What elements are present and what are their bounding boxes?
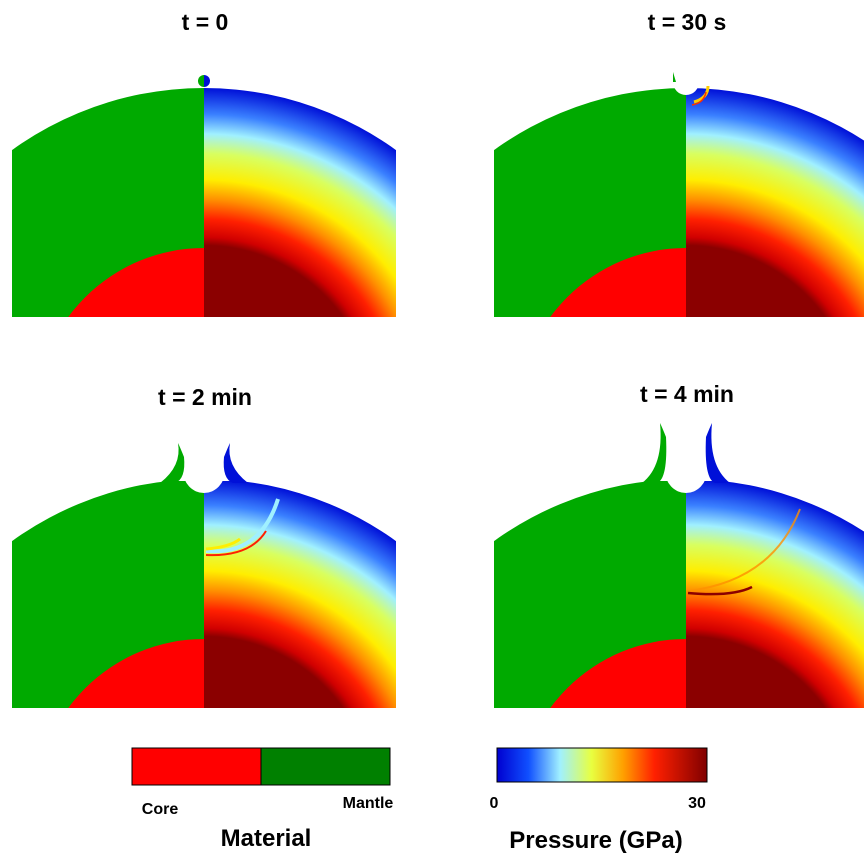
pressure-field	[204, 479, 396, 708]
shock-arc	[687, 508, 801, 592]
pressure-min-label: 0	[490, 795, 499, 812]
panel-title: t = 0	[182, 9, 229, 35]
core-region	[68, 248, 204, 317]
simulation-panel	[494, 60, 864, 317]
panel-title: t = 2 min	[158, 384, 252, 410]
core-region	[550, 248, 686, 317]
impactor-left	[198, 75, 204, 87]
pressure-region	[204, 479, 396, 708]
core-swatch	[131, 747, 262, 786]
planet	[12, 88, 396, 317]
shock-arc	[205, 498, 280, 554]
material-title: Material	[221, 825, 312, 852]
crater	[665, 449, 707, 493]
mantle-region	[494, 88, 686, 317]
core-region	[550, 639, 686, 708]
impactor-right	[204, 75, 210, 87]
panel-title: t = 4 min	[640, 381, 734, 407]
panel-title: t = 30 s	[648, 9, 727, 35]
shock-arc	[205, 537, 241, 551]
pressure-colorbar	[496, 747, 708, 783]
simulation-panel	[494, 411, 864, 708]
crater-top	[672, 60, 700, 82]
core-region	[68, 639, 204, 708]
pressure-region	[686, 88, 864, 317]
ejecta-left	[160, 443, 185, 483]
pressure-region	[686, 479, 864, 708]
pressure-max-label: 30	[688, 795, 706, 812]
mantle-swatch	[260, 747, 391, 786]
simulation-panel	[12, 411, 396, 708]
pressure-title: Pressure (GPa)	[509, 827, 682, 854]
core-label: Core	[142, 801, 179, 818]
ejecta-left	[642, 423, 667, 483]
ejecta	[673, 72, 676, 82]
ejecta-right	[223, 443, 248, 483]
planet	[494, 88, 864, 317]
crater	[183, 449, 225, 493]
pressure-field	[686, 88, 864, 317]
shock-arc	[687, 585, 753, 596]
pressure-field	[686, 479, 864, 708]
ejecta-right	[705, 423, 730, 483]
pressure-field	[204, 88, 396, 317]
planet	[494, 479, 864, 708]
mantle-label: Mantle	[343, 795, 394, 812]
shock-arc	[205, 530, 267, 557]
shock-arc	[691, 91, 707, 106]
simulation-panel	[12, 75, 396, 317]
pressure-region	[204, 88, 396, 317]
planet	[12, 479, 396, 708]
panels: t = 0 t = 30 s t = 2 min t = 4 min	[12, 9, 864, 708]
